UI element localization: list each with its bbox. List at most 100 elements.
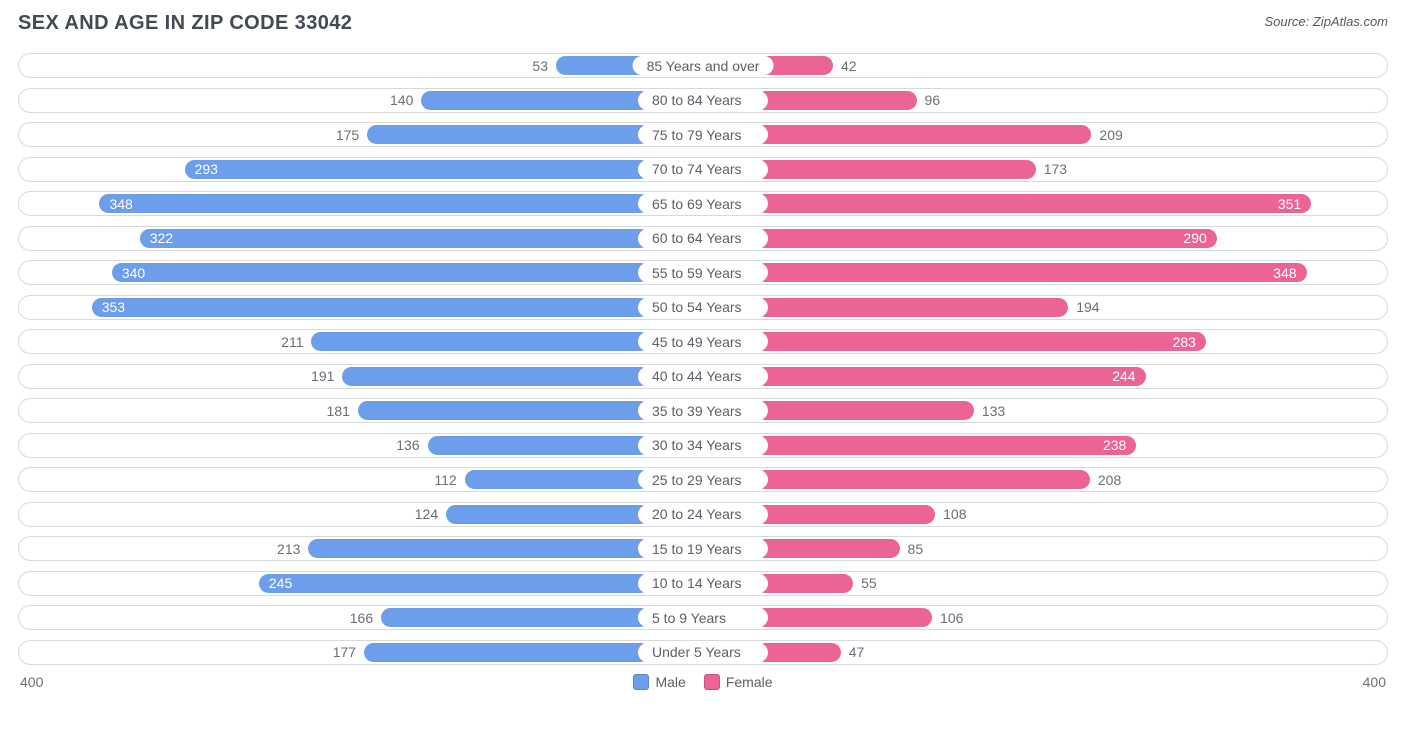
- axis-left-max: 400: [20, 674, 43, 690]
- pyramid-row: 50 to 54 Years353 194: [18, 295, 1388, 320]
- male-bar: [428, 436, 650, 455]
- female-bar: [756, 539, 900, 558]
- pyramid-row: 25 to 29 Years112208: [18, 467, 1388, 492]
- chart-header: SEX AND AGE IN ZIP CODE 33042 Source: Zi…: [18, 12, 1388, 35]
- female-value: 106: [932, 606, 992, 629]
- female-bar: 351: [756, 194, 1311, 213]
- female-bar: [756, 505, 935, 524]
- pyramid-row: 10 to 14 Years245 55: [18, 571, 1388, 596]
- female-bar: 348: [756, 263, 1307, 282]
- chart-source: Source: ZipAtlas.com: [1264, 12, 1388, 29]
- age-group-label: 10 to 14 Years: [638, 574, 768, 593]
- female-bar: [756, 470, 1090, 489]
- male-value: 166: [321, 606, 381, 629]
- male-value: 140: [361, 89, 421, 112]
- legend-male-label: Male: [655, 674, 685, 690]
- age-group-label: 70 to 74 Years: [638, 160, 768, 179]
- legend-item-female: Female: [704, 674, 773, 690]
- age-group-label: 40 to 44 Years: [638, 367, 768, 386]
- pyramid-row: Under 5 Years 177 47: [18, 640, 1388, 665]
- female-bar: [756, 160, 1036, 179]
- population-pyramid-chart: 85 Years and over534280 to 84 Years14096…: [18, 53, 1388, 665]
- male-bar: [308, 539, 650, 558]
- male-bar: [367, 125, 650, 144]
- age-group-label: 60 to 64 Years: [638, 229, 768, 248]
- male-bar: [446, 505, 650, 524]
- age-group-label: 20 to 24 Years: [638, 505, 768, 524]
- pyramid-row: 60 to 64 Years322290: [18, 226, 1388, 251]
- female-bar: [756, 298, 1068, 317]
- x-axis: 400 Male Female 400: [18, 674, 1388, 690]
- age-group-label: Under 5 Years: [638, 643, 768, 662]
- age-group-label: 75 to 79 Years: [638, 125, 768, 144]
- female-bar: [756, 401, 974, 420]
- age-group-label: 65 to 69 Years: [638, 194, 768, 213]
- male-value: 191: [282, 365, 342, 388]
- pyramid-row: 80 to 84 Years 140 96: [18, 88, 1388, 113]
- female-bar: [756, 643, 841, 662]
- male-value: 53: [496, 54, 556, 77]
- female-bar: [756, 91, 917, 110]
- male-value: 124: [386, 503, 446, 526]
- age-group-label: 30 to 34 Years: [638, 436, 768, 455]
- male-value: 112: [405, 468, 465, 491]
- male-value: 213: [248, 537, 308, 560]
- female-value: 42: [833, 54, 893, 77]
- age-group-label: 5 to 9 Years: [638, 608, 768, 627]
- pyramid-row: 15 to 19 Years 213 85: [18, 536, 1388, 561]
- pyramid-row: 55 to 59 Years340 348: [18, 260, 1388, 285]
- male-value: 175: [307, 123, 367, 146]
- male-value: 177: [304, 641, 364, 664]
- male-bar: [311, 332, 650, 351]
- female-bar: [756, 608, 932, 627]
- pyramid-row: 30 to 34 Years238136: [18, 433, 1388, 458]
- legend-female-label: Female: [726, 674, 773, 690]
- female-value: 108: [935, 503, 995, 526]
- male-bar: [465, 470, 650, 489]
- pyramid-row: 45 to 49 Years283 211: [18, 329, 1388, 354]
- male-bar: 348: [99, 194, 650, 213]
- pyramid-row: 20 to 24 Years 124 108: [18, 502, 1388, 527]
- male-bar: [421, 91, 650, 110]
- female-bar: 290: [756, 229, 1217, 248]
- male-bar: 340: [112, 263, 650, 282]
- pyramid-row: 75 to 79 Years 175 209: [18, 122, 1388, 147]
- age-group-label: 50 to 54 Years: [638, 298, 768, 317]
- axis-right-max: 400: [1363, 674, 1386, 690]
- pyramid-row: 5 to 9 Years 166 106: [18, 605, 1388, 630]
- male-bar: [342, 367, 650, 386]
- male-value: 136: [368, 434, 428, 457]
- female-bar: [756, 574, 853, 593]
- legend: Male Female: [633, 674, 772, 690]
- male-swatch-icon: [633, 674, 649, 690]
- male-bar: [381, 608, 650, 627]
- male-bar: [364, 643, 650, 662]
- female-value: 173: [1036, 158, 1096, 181]
- male-bar: 293: [185, 160, 650, 179]
- pyramid-row: 70 to 74 Years293 173: [18, 157, 1388, 182]
- age-group-label: 45 to 49 Years: [638, 332, 768, 351]
- male-value: 211: [251, 330, 311, 353]
- female-value: 208: [1090, 468, 1150, 491]
- pyramid-row: 85 Years and over5342: [18, 53, 1388, 78]
- age-group-label: 55 to 59 Years: [638, 263, 768, 282]
- female-value: 194: [1068, 296, 1128, 319]
- male-bar: 353: [92, 298, 650, 317]
- age-group-label: 15 to 19 Years: [638, 539, 768, 558]
- female-value: 96: [917, 89, 977, 112]
- age-group-label: 80 to 84 Years: [638, 91, 768, 110]
- age-group-label: 35 to 39 Years: [638, 401, 768, 420]
- female-value: 209: [1091, 123, 1151, 146]
- female-value: 55: [853, 572, 913, 595]
- female-bar: [756, 125, 1091, 144]
- pyramid-row: 35 to 39 Years181133: [18, 398, 1388, 423]
- chart-title: SEX AND AGE IN ZIP CODE 33042: [18, 12, 352, 35]
- female-value: 85: [900, 537, 960, 560]
- legend-item-male: Male: [633, 674, 685, 690]
- female-swatch-icon: [704, 674, 720, 690]
- female-bar: 283: [756, 332, 1206, 351]
- pyramid-row: 40 to 44 Years244191: [18, 364, 1388, 389]
- male-bar: 245: [259, 574, 650, 593]
- female-value: 47: [841, 641, 901, 664]
- male-bar: [358, 401, 650, 420]
